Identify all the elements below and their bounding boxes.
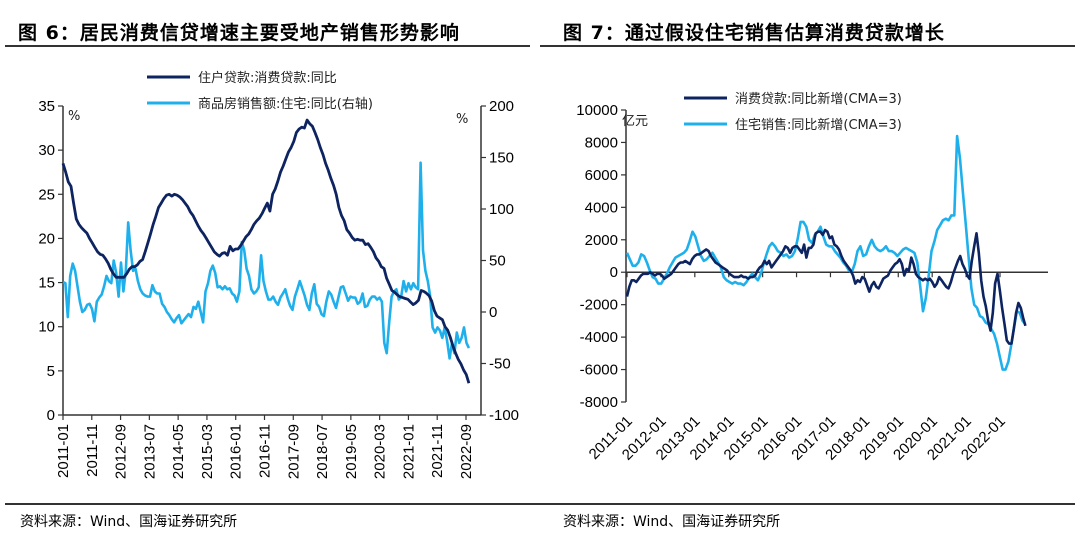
right-tick-label: 200: [489, 98, 514, 115]
x-tick-label: 2015-03: [199, 424, 216, 479]
x-tick-label: 2019-05: [343, 424, 360, 479]
x-tick-label: 2011-01: [55, 424, 72, 478]
series-line-consumer-loan-yoy: [61, 118, 471, 384]
figure-6-source: 资料来源：Wind、国海证券研究所: [20, 514, 238, 530]
right-tick-label: 150: [489, 150, 514, 167]
x-tick-label: 2011-11: [84, 424, 101, 477]
legend-label-housing-sales-increment: 住宅销售:同比新增(CMA=3): [735, 117, 902, 133]
right-tick-label: 0: [489, 304, 497, 321]
y-tick-label: 8000: [585, 134, 618, 151]
title-divider-left: [5, 45, 530, 47]
legend-label-consumer-loan-increment: 消费贷款:同比新增(CMA=3): [735, 91, 902, 107]
left-tick-label: 30: [38, 142, 55, 159]
left-tick-label: 5: [47, 363, 55, 380]
y-tick-label: 2000: [585, 232, 618, 249]
figure-7-title: 图 7：通过假设住宅销售估算消费贷款增长: [563, 22, 945, 44]
left-tick-label: 10: [38, 319, 55, 336]
x-tick-label: 2016-11: [257, 424, 274, 478]
legend-label-housing-sales: 商品房销售额:住宅:同比(右轴): [198, 96, 373, 112]
right-tick-label: 100: [489, 201, 514, 218]
y-tick-label: -6000: [580, 362, 618, 379]
series-line-consumer-loan-increment: [625, 228, 1027, 345]
x-tick-label: 2021-11: [429, 424, 446, 478]
left-tick-label: 25: [38, 186, 55, 203]
y-tick-label: 0: [610, 264, 618, 281]
left-tick-label: 15: [38, 275, 55, 292]
x-tick-label: 2014-05: [170, 424, 187, 479]
legend: 住户贷款:消费贷款:同比 商品房销售额:住宅:同比(右轴): [147, 70, 373, 112]
right-tick-label: -50: [489, 356, 511, 373]
chart-figure-7: -8000 -6000 -4000 -2000 0 2000 4000 6000 8000 100…: [576, 91, 1048, 464]
y-tick-label: -8000: [580, 394, 618, 411]
right-tick-label: 50: [489, 253, 506, 270]
x-tick-label: 2013-07: [141, 424, 158, 479]
chart-figure-6: 0 5 10 15 20 25 30 35 -100 -50 0 50 100 150 200 2011-01…: [38, 70, 519, 479]
left-axis-unit: 亿元: [622, 114, 648, 129]
x-tick-label: 2021-01: [400, 424, 417, 479]
x-tick-label: 2017-09: [285, 424, 302, 479]
x-tick-label: 2020-03: [372, 424, 389, 479]
x-tick-label: 2016-01: [228, 424, 245, 479]
left-tick-label: 20: [38, 230, 55, 247]
y-tick-label: -4000: [580, 329, 618, 346]
right-axis-unit: %: [456, 112, 468, 127]
figure-6-title: 图 6：居民消费信贷增速主要受地产销售形势影响: [18, 22, 460, 44]
legend-label-consumer-loan: 住户贷款:消费贷款:同比: [198, 70, 337, 86]
left-axis-unit: %: [68, 109, 80, 124]
y-tick-label: -2000: [580, 297, 618, 314]
y-tick-label: 4000: [585, 199, 618, 216]
left-tick-label: 35: [38, 98, 55, 115]
source-divider: [5, 503, 1075, 505]
legend: 消费贷款:同比新增(CMA=3) 住宅销售:同比新增(CMA=3): [684, 91, 902, 133]
x-tick-label: 2012-09: [113, 424, 130, 479]
y-tick-label: 10000: [576, 102, 618, 119]
right-tick-label: -100: [489, 407, 519, 424]
x-tick-label: 2018-07: [314, 424, 331, 479]
figure-7-source: 资料来源：Wind、国海证券研究所: [563, 514, 781, 530]
y-tick-label: 6000: [585, 167, 618, 184]
x-tick-label: 2022-09: [458, 424, 475, 479]
left-tick-label: 0: [47, 407, 55, 424]
title-divider-right: [540, 45, 1075, 47]
series-line-housing-sales-increment: [625, 134, 1027, 371]
